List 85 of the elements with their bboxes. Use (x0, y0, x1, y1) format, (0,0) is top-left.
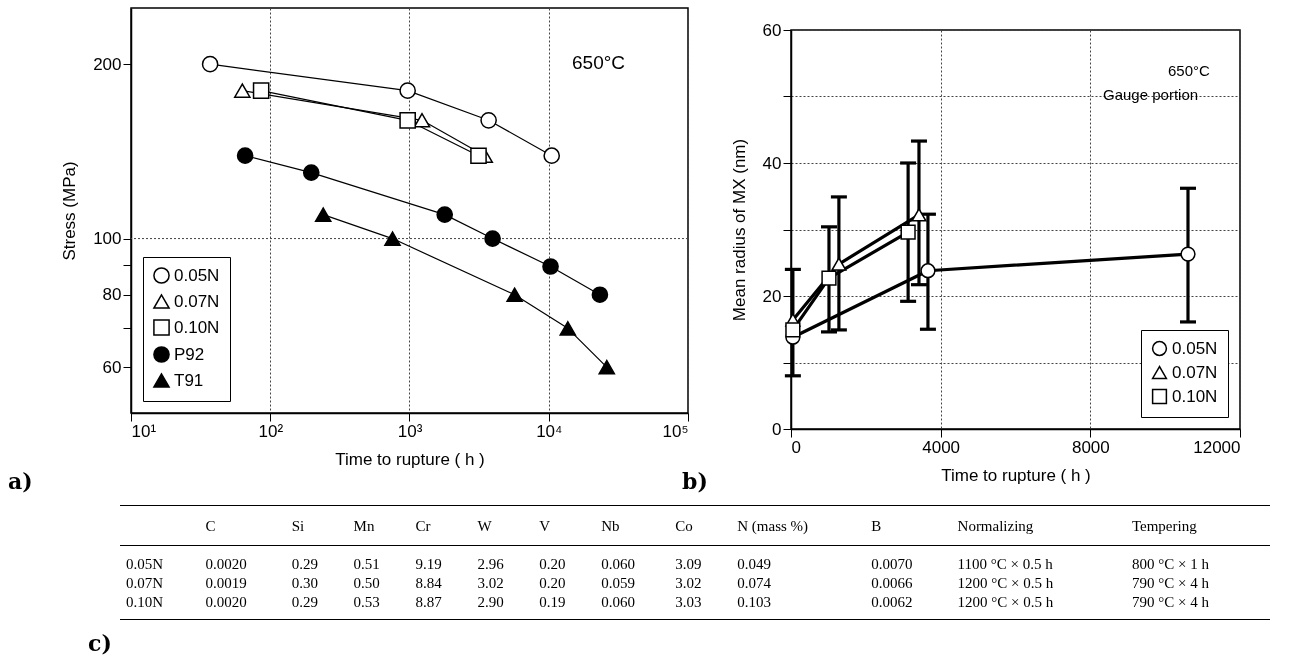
x-tick-label: 4000 (922, 437, 961, 457)
x-axis-title: Time to rupture ( h ) (941, 465, 1091, 485)
x-tick-label: 10³ (397, 421, 423, 441)
y-tick-label: 100 (93, 229, 122, 249)
text: 3.03 (675, 594, 702, 610)
y-tick-label: 80 (102, 285, 122, 305)
category-label: 0.05N (126, 556, 164, 572)
text: 3.02 (675, 575, 702, 591)
category-label: Normalizing (951, 505, 1126, 546)
legend-label: T91 (174, 370, 204, 390)
legend-label: 0.10N (1172, 386, 1218, 406)
y-tick-label: 200 (93, 54, 122, 74)
annotation: 650°C (1168, 62, 1210, 79)
text: 0.30 (291, 575, 318, 591)
text: 0.0020 (205, 556, 247, 572)
text: c) (88, 630, 112, 656)
category-label: N (mass %) (731, 505, 866, 546)
x-tick-label: 10¹ (131, 421, 157, 441)
x-tick-label: 10⁵ (662, 421, 689, 441)
text: 1200 °C × 0.5 h (957, 594, 1054, 610)
category-label: V (533, 505, 596, 546)
text: 0.060 (601, 556, 636, 572)
category-label: 0.10N (126, 594, 164, 610)
category-label: Cr (409, 505, 472, 546)
text: 790 °C × 4 h (1131, 594, 1209, 610)
legend-label: 0.07N (174, 291, 220, 311)
category-label: 0.07N (126, 575, 164, 591)
text: 8.84 (415, 575, 442, 591)
x-tick-label: 10² (258, 421, 284, 441)
legend-label: 0.05N (174, 265, 220, 285)
x-tick-label: 8000 (1071, 437, 1110, 457)
y-tick-label: 60 (102, 357, 122, 377)
x-axis-title: Time to rupture ( h ) (335, 449, 485, 469)
text: 800 °C × 1 h (1131, 556, 1209, 572)
text: 0.0070 (871, 556, 913, 572)
text: 2.90 (477, 594, 504, 610)
x-tick-label: 0 (791, 437, 801, 457)
text: 9.19 (415, 556, 442, 572)
annotation: Gauge portion (1103, 86, 1199, 103)
category-label: Si (285, 505, 348, 546)
text: 0.29 (291, 556, 318, 572)
x-tick-label: 12000 (1193, 437, 1241, 457)
category-label: W (471, 505, 534, 546)
category-label: Mn (347, 505, 410, 546)
text: 0.049 (737, 556, 772, 572)
legend-label: 0.05N (1172, 338, 1218, 358)
text: a) (8, 468, 33, 494)
category-label: C (199, 505, 286, 546)
text: 1100 °C × 0.5 h (957, 556, 1053, 572)
y-axis-title: Stress (MPa) (60, 161, 80, 261)
legend-label: 0.10N (174, 317, 220, 337)
y-tick-label: 20 (762, 286, 782, 306)
text: 3.02 (477, 575, 504, 591)
text: 0.0020 (205, 594, 247, 610)
text: 0.059 (601, 575, 636, 591)
text: 0.0062 (871, 594, 913, 610)
text: 0.103 (737, 594, 772, 610)
text: 0.50 (353, 575, 380, 591)
text: 0.0019 (205, 575, 247, 591)
text: 8.87 (415, 594, 442, 610)
text: 790 °C × 4 h (1131, 575, 1209, 591)
y-tick-label: 40 (762, 153, 782, 173)
text: 0.20 (539, 556, 566, 572)
text: 0.20 (539, 575, 566, 591)
text: b) (682, 468, 708, 494)
text: 1200 °C × 0.5 h (957, 575, 1054, 591)
x-tick-label: 10⁴ (536, 421, 563, 441)
text: 0.53 (353, 594, 380, 610)
text: 0.0066 (871, 575, 913, 591)
text: 0.29 (291, 594, 318, 610)
annotation: 650°C (572, 52, 626, 74)
category-label: Nb (595, 505, 670, 546)
y-axis-title: Mean radius of MX (nm) (729, 138, 749, 322)
legend-label: 0.07N (1172, 362, 1218, 382)
text: 0.074 (737, 575, 772, 591)
legend-label: P92 (174, 344, 205, 364)
category-label: B (865, 505, 952, 546)
category-label: Co (669, 505, 732, 546)
text: 0.51 (353, 556, 380, 572)
category-label: Tempering (1125, 505, 1270, 546)
y-tick-label: 60 (762, 20, 782, 40)
text: 3.09 (675, 556, 702, 572)
text: 2.96 (477, 556, 504, 572)
text: 0.19 (539, 594, 566, 610)
text: 0.060 (601, 594, 636, 610)
